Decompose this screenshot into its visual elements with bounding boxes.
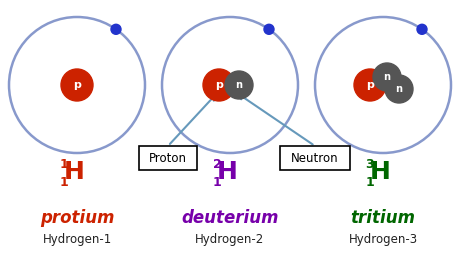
Circle shape bbox=[417, 24, 427, 34]
Circle shape bbox=[111, 24, 121, 34]
Text: p: p bbox=[73, 80, 81, 90]
Circle shape bbox=[203, 69, 235, 101]
Circle shape bbox=[61, 69, 93, 101]
Circle shape bbox=[385, 75, 413, 103]
Text: Hydrogen-1: Hydrogen-1 bbox=[42, 234, 112, 246]
Text: n: n bbox=[236, 80, 242, 90]
Text: H: H bbox=[370, 160, 390, 184]
Text: Hydrogen-3: Hydrogen-3 bbox=[349, 234, 418, 246]
Text: Hydrogen-2: Hydrogen-2 bbox=[195, 234, 265, 246]
Text: 3: 3 bbox=[366, 158, 374, 170]
Text: 1: 1 bbox=[59, 176, 68, 188]
Text: tritium: tritium bbox=[350, 209, 415, 227]
Text: 1: 1 bbox=[213, 176, 221, 188]
Text: H: H bbox=[217, 160, 237, 184]
Circle shape bbox=[225, 71, 253, 99]
Text: protium: protium bbox=[40, 209, 114, 227]
Text: p: p bbox=[215, 80, 223, 90]
Text: n: n bbox=[396, 84, 402, 94]
Circle shape bbox=[354, 69, 386, 101]
FancyBboxPatch shape bbox=[280, 146, 350, 170]
Text: 1: 1 bbox=[59, 158, 68, 170]
FancyBboxPatch shape bbox=[139, 146, 197, 170]
Text: Neutron: Neutron bbox=[291, 151, 339, 164]
Text: H: H bbox=[64, 160, 84, 184]
Circle shape bbox=[264, 24, 274, 34]
Text: deuterium: deuterium bbox=[181, 209, 279, 227]
Text: 1: 1 bbox=[366, 176, 374, 188]
Text: n: n bbox=[384, 72, 390, 82]
Text: Proton: Proton bbox=[149, 151, 187, 164]
Circle shape bbox=[373, 63, 401, 91]
Text: p: p bbox=[366, 80, 374, 90]
Text: 2: 2 bbox=[213, 158, 221, 170]
